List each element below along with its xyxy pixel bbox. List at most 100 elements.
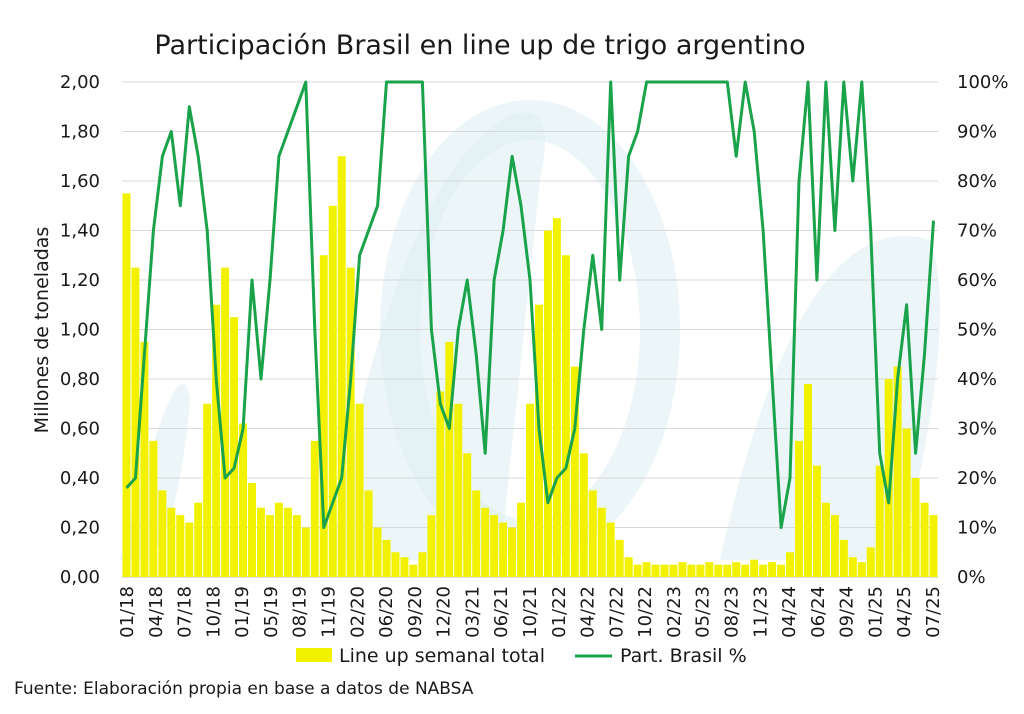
bars	[122, 156, 938, 577]
bar	[678, 562, 687, 577]
left-axis: 0,00 0,20 0,40 0,60 0,80 1,00 1,20 1,40 1,60 1,80…	[60, 72, 100, 588]
bar	[167, 507, 176, 577]
x-tick-label: 03/21	[462, 586, 483, 638]
x-tick-label: 01/25	[865, 586, 886, 638]
bar	[131, 267, 140, 577]
y2-tick-label: 10%	[957, 518, 997, 539]
x-tick-label: 08/19	[290, 586, 311, 638]
bar	[723, 564, 732, 577]
y2-tick-label: 30%	[957, 419, 997, 440]
bar	[866, 547, 875, 577]
bar	[292, 515, 301, 577]
bar	[454, 403, 463, 577]
bar	[669, 564, 678, 577]
x-tick-label: 10/18	[203, 586, 224, 638]
bar	[445, 341, 454, 577]
bar	[839, 539, 848, 577]
x-tick-label: 07/25	[923, 586, 944, 638]
y-tick-label: 0,40	[60, 468, 100, 489]
legend-bars-swatch	[296, 648, 332, 662]
bar	[203, 403, 212, 577]
bar	[606, 522, 615, 577]
bar	[149, 440, 158, 577]
bar	[481, 507, 490, 577]
x-tick-label: 05/23	[693, 586, 714, 638]
line	[125, 80, 935, 529]
bar	[122, 193, 131, 577]
bar	[230, 317, 239, 577]
bar	[427, 515, 436, 577]
y-axis-label: Millones de toneladas	[31, 227, 53, 434]
x-tick-label: 08/23	[722, 586, 743, 638]
y2-tick-label: 40%	[957, 369, 997, 390]
x-tick-label: 06/24	[808, 586, 829, 638]
y-tick-label: 1,20	[60, 270, 100, 291]
bar	[920, 502, 929, 577]
bar	[696, 564, 705, 577]
x-tick-label: 09/20	[405, 586, 426, 638]
bar	[212, 304, 221, 577]
bar	[875, 465, 884, 577]
bar	[660, 564, 669, 577]
right-axis: 0% 10% 20% 30% 40% 50% 60% 70% 80% 90% 100%	[957, 72, 1008, 588]
x-tick-label: 02/23	[664, 586, 685, 638]
y-tick-label: 0,80	[60, 369, 100, 390]
bar	[534, 304, 543, 577]
bar	[570, 366, 579, 577]
bar	[884, 379, 893, 577]
bar	[812, 465, 821, 577]
bar	[848, 557, 857, 577]
bar	[624, 557, 633, 577]
bar	[821, 502, 830, 577]
bar	[750, 559, 759, 577]
bar	[561, 255, 570, 577]
y-tick-label: 1,00	[60, 320, 100, 341]
bar	[400, 557, 409, 577]
bar	[597, 507, 606, 577]
y2-tick-label: 90%	[957, 122, 997, 143]
bar	[714, 564, 723, 577]
bar	[221, 267, 230, 577]
bar	[741, 564, 750, 577]
bar	[508, 527, 517, 577]
x-tick-label: 09/24	[837, 586, 858, 638]
bar	[265, 515, 274, 577]
bar	[490, 515, 499, 577]
y2-tick-label: 20%	[957, 468, 997, 489]
bar	[194, 502, 203, 577]
bar	[472, 490, 481, 577]
y-tick-label: 2,00	[60, 72, 100, 93]
x-tick-label: 11/19	[319, 586, 340, 638]
x-axis: 01/18 04/18 07/18 10/18 01/19 05/19 08/19 11/19…	[117, 586, 944, 638]
x-tick-label: 10/22	[635, 586, 656, 638]
bar	[239, 423, 248, 577]
x-tick-label: 02/20	[347, 586, 368, 638]
bar	[319, 255, 328, 577]
bar	[705, 562, 714, 577]
bar	[588, 490, 597, 577]
y-tick-label: 1,40	[60, 221, 100, 242]
bar	[499, 522, 508, 577]
x-tick-label: 05/19	[261, 586, 282, 638]
y2-tick-label: 100%	[957, 72, 1008, 93]
bar	[346, 267, 355, 577]
bar	[893, 366, 902, 577]
bar	[310, 440, 319, 577]
legend-bars-label: Line up semanal total	[339, 645, 545, 667]
bar	[633, 564, 642, 577]
x-tick-label: 06/20	[376, 586, 397, 638]
bar	[328, 205, 337, 577]
y-tick-label: 1,80	[60, 122, 100, 143]
bar	[651, 564, 660, 577]
bar	[409, 564, 418, 577]
bar	[830, 515, 839, 577]
x-tick-label: 01/19	[232, 586, 253, 638]
bar	[176, 515, 185, 577]
x-tick-label: 01/22	[549, 586, 570, 638]
bar	[337, 156, 346, 577]
bar	[768, 562, 777, 577]
bar	[364, 490, 373, 577]
x-tick-label: 12/20	[434, 586, 455, 638]
y-tick-label: 0,20	[60, 518, 100, 539]
